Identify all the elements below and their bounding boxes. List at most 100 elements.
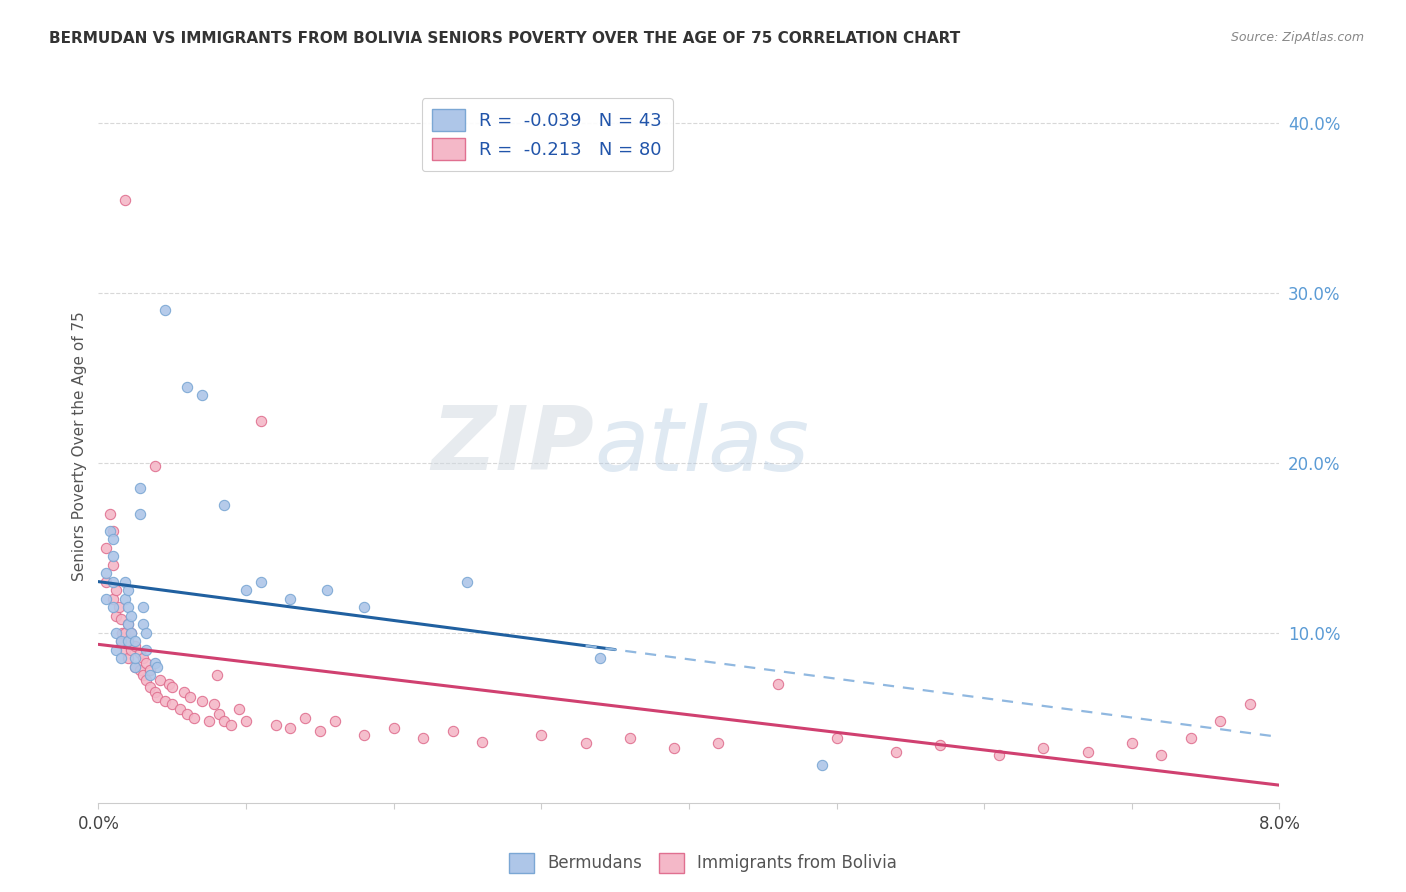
Point bbox=[120, 643, 142, 657]
Point bbox=[250, 413, 273, 427]
Point bbox=[191, 694, 214, 708]
Point bbox=[135, 657, 157, 671]
Point bbox=[128, 646, 150, 660]
Point bbox=[117, 634, 139, 648]
Point bbox=[132, 668, 155, 682]
Point bbox=[235, 714, 257, 729]
Point bbox=[353, 600, 375, 615]
Point bbox=[205, 668, 228, 682]
Point bbox=[191, 388, 214, 402]
Point bbox=[103, 574, 125, 589]
Point bbox=[173, 685, 195, 699]
Point bbox=[176, 379, 198, 393]
Point bbox=[176, 707, 198, 722]
Point bbox=[1180, 731, 1202, 746]
Point bbox=[228, 702, 250, 716]
Point bbox=[162, 698, 183, 712]
Point bbox=[124, 660, 146, 674]
Point bbox=[135, 643, 157, 657]
Point bbox=[128, 663, 150, 677]
Point bbox=[132, 600, 155, 615]
Point bbox=[530, 728, 553, 742]
Point bbox=[105, 583, 128, 598]
Point bbox=[108, 600, 131, 615]
Point bbox=[105, 608, 128, 623]
Point bbox=[202, 698, 225, 712]
Point bbox=[294, 711, 316, 725]
Point bbox=[94, 574, 117, 589]
Point bbox=[120, 626, 142, 640]
Point bbox=[183, 711, 205, 725]
Point bbox=[157, 677, 180, 691]
Point bbox=[114, 193, 136, 207]
Point bbox=[707, 736, 730, 750]
Point bbox=[308, 724, 332, 739]
Point bbox=[114, 643, 136, 657]
Point bbox=[105, 643, 128, 657]
Point bbox=[987, 748, 1010, 763]
Point bbox=[105, 626, 128, 640]
Point bbox=[382, 721, 405, 735]
Point bbox=[94, 591, 117, 606]
Point bbox=[1150, 748, 1173, 763]
Point bbox=[94, 566, 117, 581]
Point bbox=[110, 651, 132, 665]
Point bbox=[128, 482, 150, 496]
Point bbox=[110, 634, 132, 648]
Point bbox=[1077, 745, 1099, 759]
Point bbox=[120, 626, 142, 640]
Point bbox=[132, 651, 155, 665]
Point bbox=[278, 591, 302, 606]
Point bbox=[264, 717, 287, 731]
Text: ZIP: ZIP bbox=[432, 402, 595, 490]
Point bbox=[664, 741, 686, 756]
Point bbox=[132, 617, 155, 632]
Point bbox=[110, 612, 132, 626]
Point bbox=[235, 583, 257, 598]
Point bbox=[179, 690, 201, 705]
Point bbox=[1032, 741, 1054, 756]
Point bbox=[1239, 698, 1261, 712]
Point bbox=[110, 634, 132, 648]
Point bbox=[162, 680, 183, 694]
Point bbox=[139, 663, 162, 677]
Point bbox=[169, 702, 191, 716]
Point bbox=[316, 583, 339, 598]
Point bbox=[139, 668, 162, 682]
Point bbox=[589, 651, 612, 665]
Point bbox=[208, 707, 231, 722]
Point bbox=[103, 533, 125, 547]
Point bbox=[94, 541, 117, 555]
Point bbox=[103, 549, 125, 564]
Point bbox=[143, 685, 166, 699]
Point bbox=[117, 600, 139, 615]
Point bbox=[928, 738, 950, 752]
Point bbox=[135, 673, 157, 688]
Point bbox=[117, 617, 139, 632]
Point bbox=[103, 524, 125, 538]
Point bbox=[250, 574, 273, 589]
Point bbox=[884, 745, 907, 759]
Point bbox=[114, 574, 136, 589]
Legend: Bermudans, Immigrants from Bolivia: Bermudans, Immigrants from Bolivia bbox=[502, 847, 904, 880]
Point bbox=[117, 651, 139, 665]
Point bbox=[117, 583, 139, 598]
Point bbox=[323, 714, 346, 729]
Point bbox=[124, 660, 146, 674]
Point bbox=[441, 724, 464, 739]
Point bbox=[103, 591, 125, 606]
Point bbox=[1121, 736, 1143, 750]
Text: BERMUDAN VS IMMIGRANTS FROM BOLIVIA SENIORS POVERTY OVER THE AGE OF 75 CORRELATI: BERMUDAN VS IMMIGRANTS FROM BOLIVIA SENI… bbox=[49, 31, 960, 46]
Point bbox=[219, 717, 242, 731]
Point bbox=[135, 626, 157, 640]
Point bbox=[128, 507, 150, 521]
Point bbox=[825, 731, 848, 746]
Point bbox=[111, 626, 134, 640]
Point bbox=[143, 459, 166, 474]
Y-axis label: Seniors Poverty Over the Age of 75: Seniors Poverty Over the Age of 75 bbox=[72, 311, 87, 581]
Point bbox=[117, 634, 139, 648]
Point bbox=[278, 721, 302, 735]
Point bbox=[143, 657, 166, 671]
Point bbox=[412, 731, 434, 746]
Point bbox=[117, 617, 139, 632]
